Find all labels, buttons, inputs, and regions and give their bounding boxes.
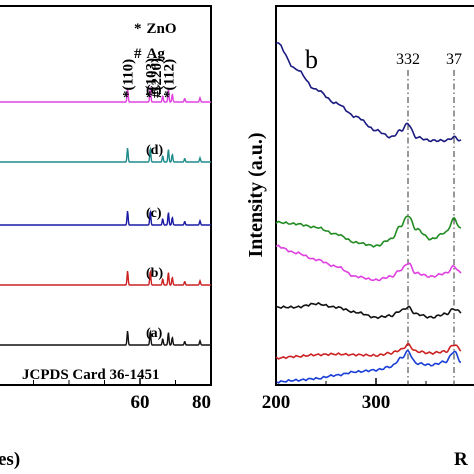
raman-reference-lines [407, 70, 455, 385]
raman-series-line-1 [275, 215, 462, 248]
xrd-series-label-2: (c) [146, 206, 162, 221]
legend-ag-marker: # [134, 46, 142, 62]
raman-panel-label: b [305, 45, 318, 74]
raman-series-line-0 [275, 42, 462, 143]
raman-reference-labels: 332 37 [396, 51, 462, 68]
xrd-series-label-4: (a) [146, 326, 163, 341]
raman-tick-label-0: 200 [262, 392, 291, 413]
raman-ref-label-1: 37 [446, 51, 462, 68]
xrd-series-labels: (e) (d) (c) (b) (a) [146, 83, 163, 341]
xrd-series-line-1 [0, 146, 211, 163]
xrd-frame [0, 5, 212, 386]
xrd-series-label-3: (b) [146, 266, 163, 281]
raman-ylabel: Intensity (a.u.) [245, 132, 267, 257]
legend-ag-label: Ag [147, 46, 166, 62]
xrd-series-line-2 [0, 209, 211, 226]
raman-panel: b 332 37 200 300 Intensity (a.u.) R [245, 5, 474, 470]
raman-series-line-3 [275, 301, 462, 320]
xrd-tick-label-1: 80 [192, 392, 211, 413]
raman-tick-label-1: 300 [362, 392, 391, 413]
raman-x-ticks: 200 300 [262, 378, 427, 413]
xrd-series-line-3 [0, 269, 211, 286]
raman-ref-label-0: 332 [396, 51, 420, 68]
xrd-peak-label-2: #(220) [149, 58, 165, 98]
xrd-tick-label-0: 60 [131, 392, 150, 413]
xrd-series-label-0: (e) [146, 83, 162, 98]
legend-ag: # Ag [134, 46, 165, 62]
raman-series-group [275, 42, 462, 384]
reference-card-text: JCPDS Card 36-1451 [22, 367, 160, 383]
raman-series-line-4 [275, 342, 462, 360]
legend-zno-marker: * [134, 21, 142, 37]
raman-xlabel-fragment: R [454, 449, 468, 470]
xrd-series-label-1: (d) [146, 143, 163, 158]
legend-zno: * ZnO [134, 21, 177, 37]
xrd-series-group [0, 86, 211, 346]
legend-zno-label: ZnO [147, 21, 177, 37]
raman-series-line-5 [275, 349, 462, 384]
xrd-xlabel-fragment: es) [0, 449, 20, 470]
xrd-x-ticks: 60 80 [33, 378, 212, 413]
xrd-peak-label-1: *(103) [143, 58, 159, 98]
raman-series-line-2 [275, 244, 462, 282]
xrd-series-line-4 [0, 329, 211, 346]
xrd-peak-label-3: *(112) [161, 59, 177, 98]
xrd-series-line-0 [0, 86, 211, 103]
xrd-peak-labels: *(110) *(103)#(220)*(112) [121, 58, 178, 98]
xrd-panel: (e) (d) (c) (b) (a) *(110) *(103)#(220)*(112)… [0, 5, 212, 470]
xrd-peak-label-0: *(110) [121, 59, 137, 98]
